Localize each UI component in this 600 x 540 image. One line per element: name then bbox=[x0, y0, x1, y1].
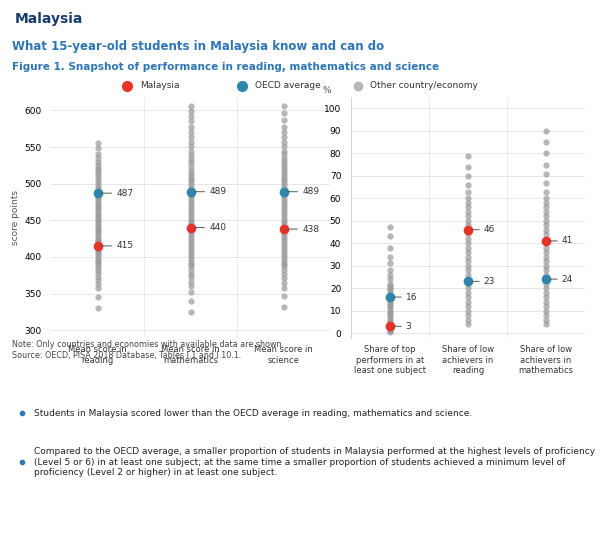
Text: 41: 41 bbox=[562, 237, 573, 246]
Text: 46: 46 bbox=[484, 225, 495, 234]
Text: Note: Only countries and economies with available data are shown.
Source: OECD, : Note: Only countries and economies with … bbox=[12, 340, 284, 360]
Text: What 15-year-old students in Malaysia know and can do: What 15-year-old students in Malaysia kn… bbox=[12, 40, 384, 53]
Text: Compared to the OECD average, a smaller proportion of students in Malaysia perfo: Compared to the OECD average, a smaller … bbox=[34, 448, 595, 477]
Text: 16: 16 bbox=[406, 293, 417, 301]
Text: 440: 440 bbox=[209, 223, 226, 232]
Text: 24: 24 bbox=[562, 275, 573, 284]
Text: 489: 489 bbox=[302, 187, 319, 196]
Text: 489: 489 bbox=[209, 187, 226, 196]
Text: 487: 487 bbox=[116, 188, 133, 198]
Y-axis label: score points: score points bbox=[11, 190, 20, 245]
Text: OECD average: OECD average bbox=[255, 81, 321, 90]
Text: Figure 1. Snapshot of performance in reading, mathematics and science: Figure 1. Snapshot of performance in rea… bbox=[12, 62, 439, 72]
Text: Students in Malaysia scored lower than the OECD average in reading, mathematics : Students in Malaysia scored lower than t… bbox=[34, 409, 472, 418]
Text: 438: 438 bbox=[302, 225, 319, 234]
Text: Other country/economy: Other country/economy bbox=[370, 81, 478, 90]
Text: 415: 415 bbox=[116, 241, 133, 251]
Text: 3: 3 bbox=[406, 322, 412, 331]
Text: %: % bbox=[323, 86, 332, 95]
Text: Malaysia: Malaysia bbox=[15, 12, 83, 26]
Text: Malaysia: Malaysia bbox=[140, 81, 179, 90]
Text: 23: 23 bbox=[484, 277, 495, 286]
